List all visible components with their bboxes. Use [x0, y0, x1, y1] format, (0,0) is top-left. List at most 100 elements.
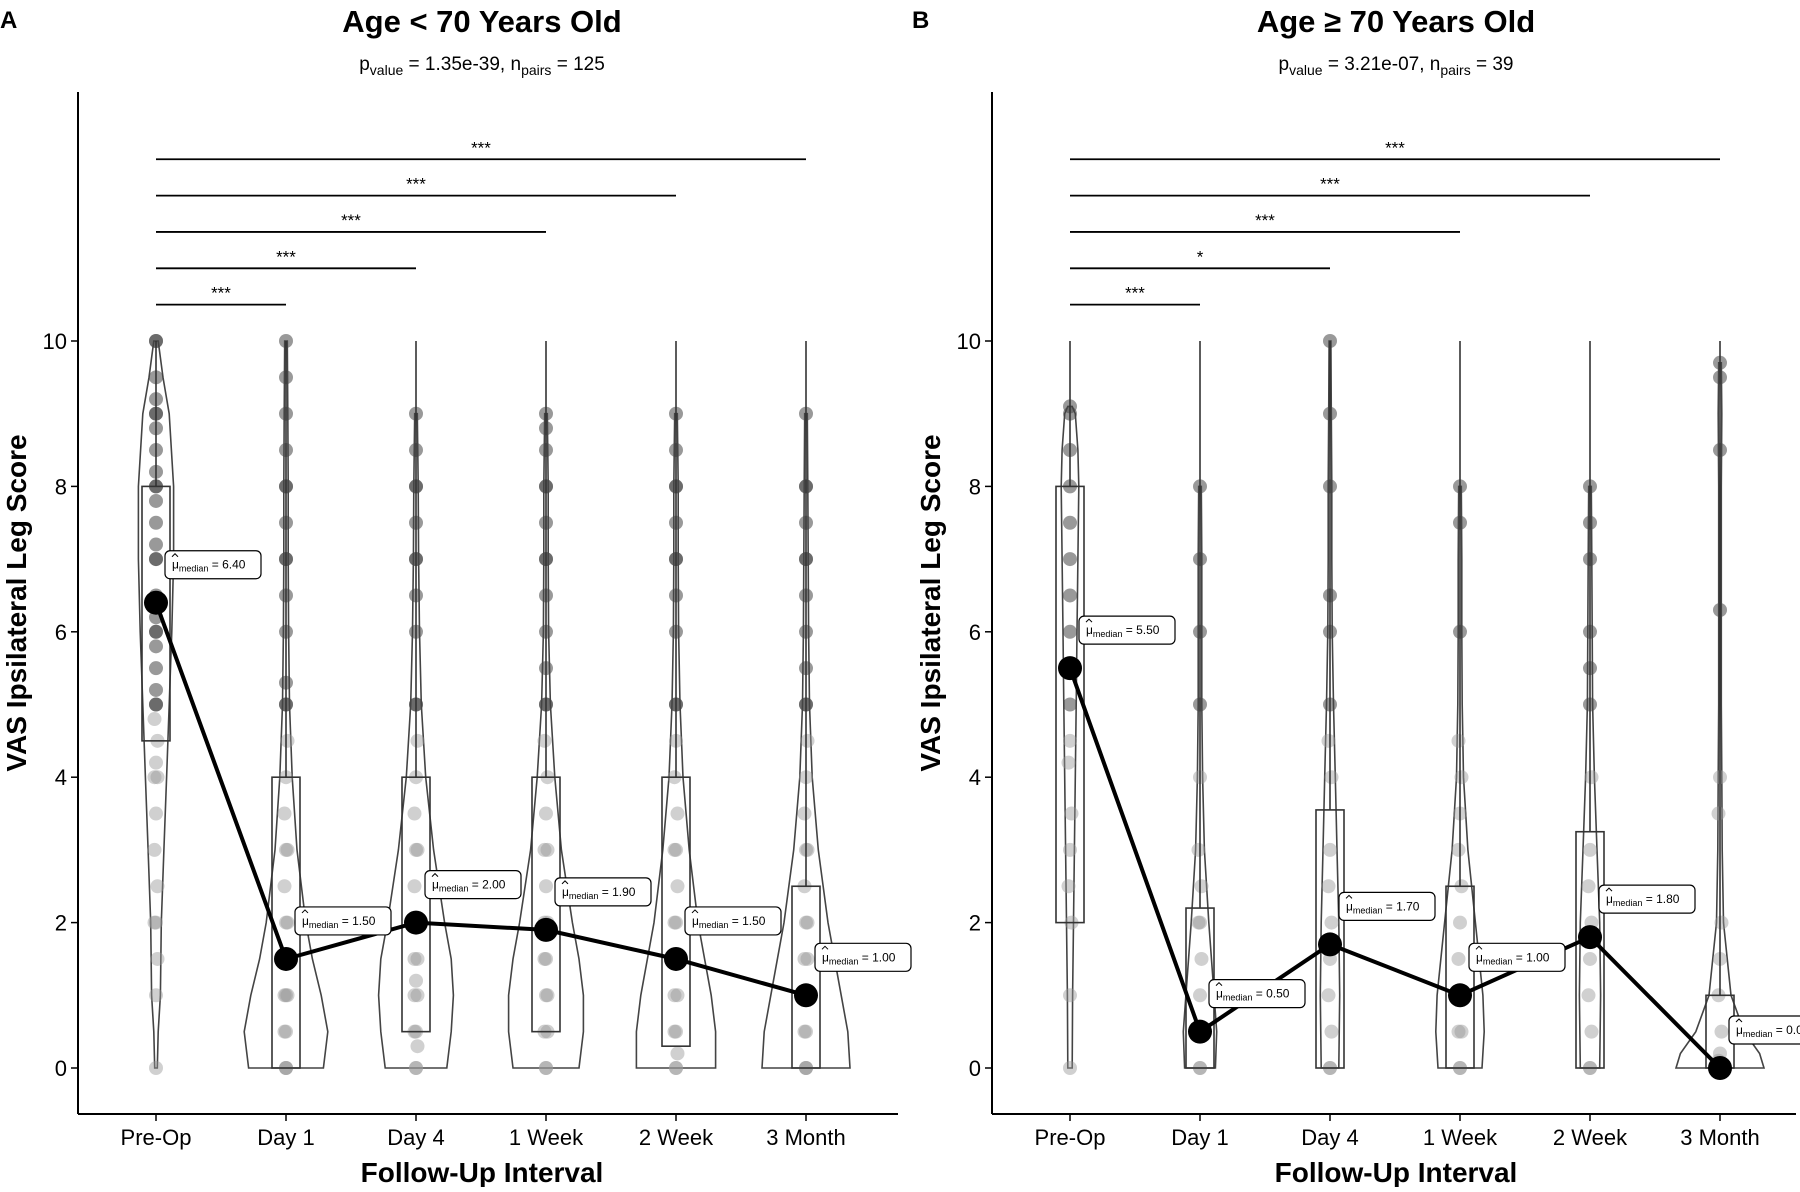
y-tick-label: 10: [43, 329, 67, 354]
median-point: [1318, 932, 1342, 957]
x-tick-label: 3 Month: [766, 1125, 846, 1150]
median-label-hat: [821, 945, 829, 950]
significance-label: ***: [1255, 211, 1275, 230]
data-point: [1193, 915, 1207, 930]
data-point: [149, 493, 163, 508]
median-label-box: [684, 906, 782, 936]
y-tick-label: 8: [969, 474, 981, 499]
data-point: [407, 951, 422, 966]
median-label-text: μmedian = 0.00: [1736, 1023, 1800, 1039]
x-tick-label: Pre-Op: [1035, 1125, 1106, 1150]
median-label-box: [1728, 1015, 1800, 1045]
data-point: [1451, 1024, 1466, 1039]
data-point: [540, 842, 555, 857]
median-label-sub: median: [1093, 629, 1123, 639]
median-label-text: μmedian = 1.00: [822, 950, 896, 966]
median-label-sub: median: [309, 920, 339, 930]
median-label-hat: [1345, 894, 1353, 899]
y-tick-label: 0: [969, 1056, 981, 1081]
data-point: [149, 806, 163, 821]
data-point: [1581, 879, 1596, 894]
median-label-value: = 0.00: [1772, 1023, 1800, 1037]
subtitle-n: n: [1430, 54, 1441, 75]
median-label-symbol: μ: [1736, 1023, 1743, 1037]
data-point: [280, 988, 295, 1003]
median-label-sub: median: [439, 884, 469, 894]
subtitle-n-value: = 125: [551, 54, 604, 75]
median-label-hat: [431, 872, 439, 877]
data-point: [277, 806, 292, 821]
x-tick-label: Day 1: [257, 1125, 314, 1150]
median-point: [1058, 656, 1082, 681]
median-label-hat: [1215, 981, 1223, 987]
median-label-value: = 1.70: [1382, 899, 1419, 913]
data-point: [667, 915, 682, 930]
median-label-hat: [171, 553, 179, 558]
y-tick-label: 6: [969, 620, 981, 645]
median-label-symbol: μ: [1606, 892, 1613, 906]
data-point: [1454, 770, 1469, 785]
data-point: [800, 842, 815, 857]
data-point: [539, 1061, 553, 1075]
data-point: [149, 552, 163, 567]
median-label-value: = 6.40: [208, 558, 245, 572]
data-point: [539, 879, 553, 894]
data-point: [800, 915, 815, 930]
median-label-symbol: μ: [1216, 987, 1223, 1001]
data-point: [669, 915, 683, 930]
data-point: [279, 842, 293, 857]
panel-subtitle: pvalue = 1.35e-39, npairs = 125: [359, 54, 605, 78]
median-label: μmedian = 1.90: [554, 877, 652, 907]
data-point: [1324, 915, 1339, 930]
data-point: [797, 1024, 812, 1039]
subtitle-n: n: [510, 54, 521, 75]
y-tick-label: 4: [55, 765, 67, 790]
median-label-text: μmedian = 1.00: [1476, 950, 1550, 966]
data-point: [150, 879, 165, 894]
median-label: μmedian = 1.00: [814, 942, 912, 972]
data-point: [1324, 1024, 1339, 1039]
data-point: [1451, 733, 1466, 748]
median-label-value: = 0.50: [1252, 987, 1289, 1001]
median-label-hat: [1605, 887, 1613, 892]
significance-label: ***: [1125, 284, 1145, 303]
median-label-value: = 1.50: [728, 914, 765, 928]
data-point: [410, 1039, 425, 1054]
median-point: [1708, 1056, 1732, 1080]
data-point: [669, 842, 683, 857]
data-point: [1711, 806, 1726, 821]
x-tick-label: 3 Month: [1680, 1125, 1760, 1150]
median-label-sub: median: [1743, 1029, 1773, 1039]
data-point: [667, 1024, 682, 1039]
median-point: [1188, 1019, 1212, 1044]
subtitle-p-sub: value: [370, 62, 404, 78]
data-point: [667, 988, 682, 1003]
median-label-symbol: μ: [172, 558, 179, 572]
data-point: [669, 1061, 683, 1075]
data-point: [147, 712, 162, 727]
y-axis-label: VAS Ipsilateral Leg Score: [915, 434, 946, 771]
data-point: [149, 537, 163, 552]
median-label-box: [1078, 615, 1176, 645]
significance-label: ***: [471, 138, 491, 157]
x-tick-label: 1 Week: [509, 1125, 584, 1150]
data-point: [800, 951, 815, 966]
data-point: [1714, 915, 1729, 930]
median-label-symbol: μ: [1476, 950, 1483, 964]
median-label-sub: median: [569, 891, 599, 901]
y-tick-label: 6: [55, 620, 67, 645]
data-point: [409, 1061, 423, 1075]
data-point: [799, 1024, 813, 1039]
data-point: [1451, 951, 1466, 966]
data-point: [797, 951, 812, 966]
median-point: [534, 917, 558, 942]
data-point: [407, 806, 422, 821]
y-tick-label: 4: [969, 765, 981, 790]
data-point: [1584, 770, 1599, 785]
subtitle-n-value: = 39: [1471, 54, 1514, 75]
data-point: [1191, 842, 1206, 857]
median-label-sub: median: [1223, 993, 1253, 1003]
significance-label: ***: [341, 211, 361, 230]
data-point: [409, 973, 423, 988]
data-point: [669, 1061, 683, 1075]
